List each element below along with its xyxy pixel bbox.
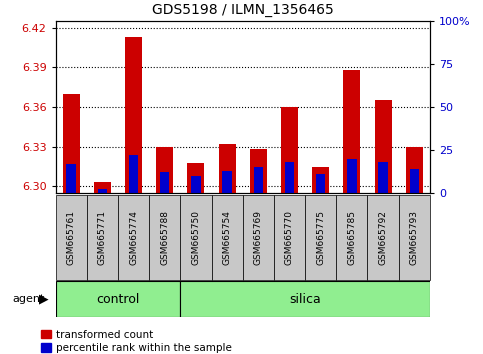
Text: silica: silica — [289, 293, 321, 306]
Bar — [87, 195, 118, 280]
Text: GSM665770: GSM665770 — [285, 210, 294, 265]
Bar — [274, 195, 305, 280]
Bar — [129, 155, 138, 193]
Bar — [212, 195, 242, 280]
Bar — [378, 162, 388, 193]
Bar — [336, 195, 368, 280]
Bar — [98, 189, 107, 193]
Bar — [347, 159, 356, 193]
Text: GSM665774: GSM665774 — [129, 210, 138, 265]
Text: GSM665788: GSM665788 — [160, 210, 169, 265]
Text: GSM665750: GSM665750 — [191, 210, 200, 265]
Bar — [250, 149, 267, 193]
Text: GSM665771: GSM665771 — [98, 210, 107, 265]
Bar — [180, 195, 212, 280]
Bar — [156, 147, 173, 193]
Bar — [223, 171, 232, 193]
Bar — [118, 195, 149, 280]
Bar — [191, 176, 200, 193]
Bar — [242, 195, 274, 280]
Bar — [67, 164, 76, 193]
Text: GSM665775: GSM665775 — [316, 210, 325, 265]
Bar — [368, 195, 398, 280]
Bar — [149, 195, 180, 280]
Bar — [160, 172, 170, 193]
Text: ▶: ▶ — [39, 293, 48, 306]
Bar — [125, 37, 142, 193]
Text: GSM665754: GSM665754 — [223, 210, 232, 265]
Bar — [63, 94, 80, 193]
Text: GSM665785: GSM665785 — [347, 210, 356, 265]
Legend: transformed count, percentile rank within the sample: transformed count, percentile rank withi… — [37, 326, 237, 354]
Bar — [218, 144, 236, 193]
Bar — [56, 281, 180, 317]
Bar — [285, 162, 294, 193]
Text: GSM665761: GSM665761 — [67, 210, 76, 265]
Bar — [312, 166, 329, 193]
Bar — [187, 162, 204, 193]
Bar — [180, 281, 430, 317]
Bar — [316, 174, 326, 193]
Text: control: control — [96, 293, 140, 306]
Bar — [398, 195, 430, 280]
Text: GSM665792: GSM665792 — [379, 210, 387, 265]
Title: GDS5198 / ILMN_1356465: GDS5198 / ILMN_1356465 — [152, 4, 334, 17]
Bar — [94, 182, 111, 193]
Bar — [406, 147, 423, 193]
Text: GSM665769: GSM665769 — [254, 210, 263, 265]
Bar — [343, 70, 360, 193]
Text: GSM665793: GSM665793 — [410, 210, 419, 265]
Bar — [281, 107, 298, 193]
Bar — [254, 167, 263, 193]
Bar — [374, 101, 392, 193]
Bar — [305, 195, 336, 280]
Bar — [410, 169, 419, 193]
Bar — [56, 195, 87, 280]
Text: agent: agent — [12, 294, 44, 304]
